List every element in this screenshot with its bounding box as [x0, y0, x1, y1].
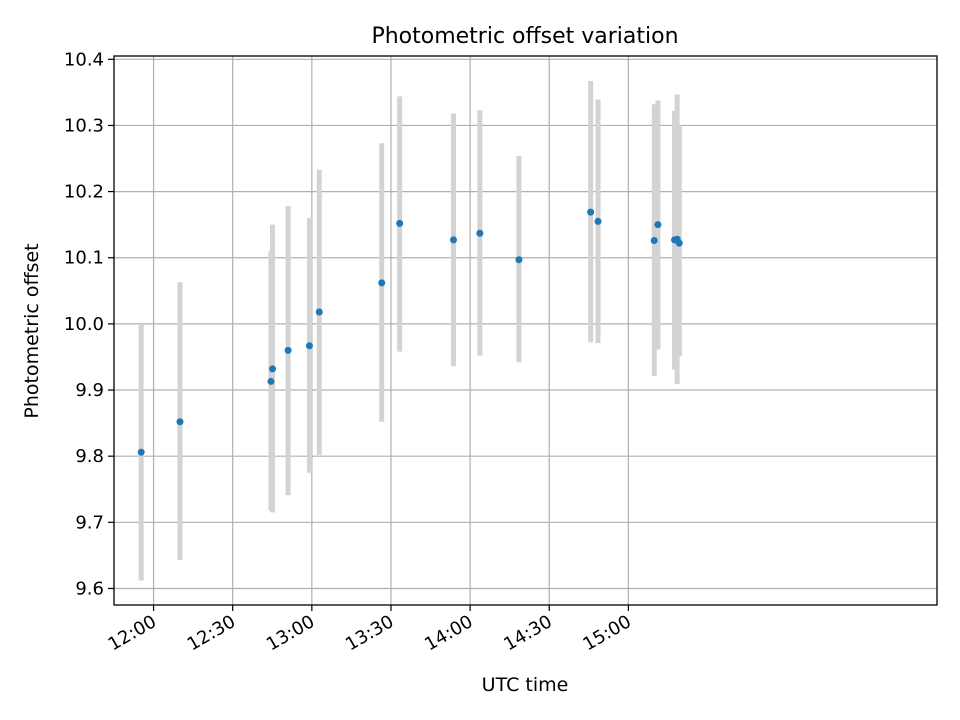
y-tick-label: 10.4 [64, 49, 104, 70]
y-tick-label: 10.0 [64, 314, 104, 335]
data-point [476, 229, 484, 237]
data-point [284, 346, 292, 354]
chart-title: Photometric offset variation [371, 24, 678, 49]
y-tick-label: 10.2 [64, 182, 104, 203]
y-tick-label: 10.1 [64, 248, 104, 269]
data-point [396, 219, 404, 227]
data-point [675, 239, 683, 247]
y-axis-title: Photometric offset [21, 243, 43, 418]
data-point [594, 217, 602, 225]
grid [114, 56, 937, 605]
data-point [305, 342, 313, 350]
data-point [315, 308, 323, 316]
data-point [378, 279, 386, 287]
y-tick-label: 9.7 [75, 512, 104, 533]
data-point [587, 208, 595, 216]
data-point [176, 418, 184, 426]
data-point [654, 221, 662, 229]
y-tick-label: 10.3 [64, 115, 104, 136]
data-points [137, 208, 683, 456]
data-point [449, 236, 457, 244]
y-tick-label: 9.8 [75, 446, 104, 467]
plot-frame [113, 55, 938, 606]
y-tick-label: 9.6 [75, 578, 104, 599]
y-axis: 9.6 9.7 9.8 9.9 10.0 10.1 10.2 10.3 10.4 [64, 49, 114, 599]
data-point [650, 237, 658, 245]
x-axis-title: UTC time [482, 674, 569, 696]
y-tick-label: 9.9 [75, 380, 104, 401]
data-point [267, 377, 275, 385]
data-point [137, 448, 145, 456]
data-point [515, 256, 523, 264]
data-point [269, 365, 277, 373]
